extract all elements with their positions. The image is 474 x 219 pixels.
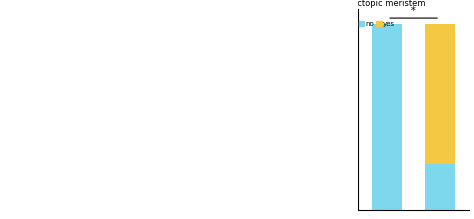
Legend: no, yes: no, yes xyxy=(356,18,398,30)
Bar xyxy=(373,24,401,210)
Bar xyxy=(426,164,455,210)
Text: Ectopic meristem: Ectopic meristem xyxy=(352,0,426,8)
Text: *: * xyxy=(411,6,416,16)
Bar xyxy=(426,24,455,164)
